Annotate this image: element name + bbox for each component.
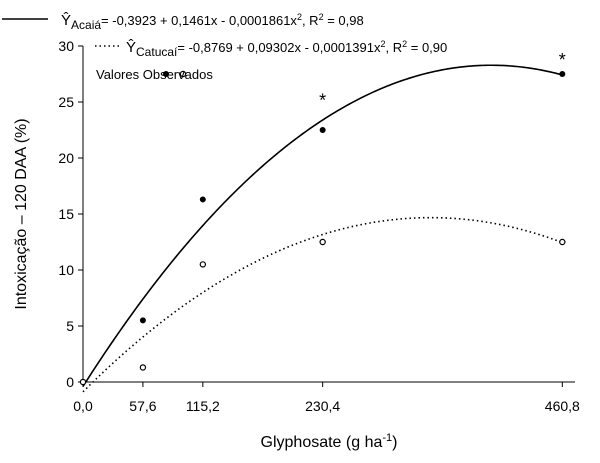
observed-label: Valores Observados — [96, 67, 213, 82]
x-axis-label-end: ) — [392, 434, 397, 451]
legend-label: ŶCatucaí= -0,8769 + 0,09302x - 0,0001391… — [126, 39, 447, 59]
observed-marker — [179, 70, 187, 78]
data-point — [319, 238, 326, 246]
y-tick-label: 30 — [58, 38, 74, 54]
legend-yhat: Ŷ — [61, 12, 71, 29]
y-tick-label: 10 — [58, 262, 74, 278]
x-tick-label: 230,4 — [305, 398, 340, 414]
y-tick-label: 5 — [66, 318, 74, 334]
data-point — [559, 238, 566, 246]
legend-sup: 2 — [380, 39, 385, 49]
y-tick-label: 20 — [58, 150, 74, 166]
data-point — [199, 261, 207, 268]
x-tick-label: 115,2 — [186, 398, 220, 414]
legend-text: , R — [302, 13, 319, 28]
y-tick-label: 0 — [66, 374, 74, 390]
legend-label: ŶAcaiá= -0,3923 + 0,1461x - 0,0001861x2,… — [61, 12, 364, 32]
annotation: * — [319, 91, 326, 111]
y-tick-label: 25 — [58, 94, 74, 110]
legend-sub: Catucaí — [136, 45, 178, 59]
data-point — [139, 364, 147, 371]
x-tick-label: 0,0 — [73, 398, 93, 414]
x-axis-label: Glyphosate (g ha-1) — [261, 432, 398, 451]
data-point — [199, 196, 206, 203]
y-tick-label: 15 — [58, 206, 74, 222]
legend-sup: 2 — [402, 39, 407, 49]
data-point — [559, 71, 566, 77]
x-axis-label-text: Glyphosate (g ha — [261, 434, 383, 451]
x-tick-label: 57,6 — [129, 398, 156, 414]
legend-text: = -0,8769 + 0,09302x - 0,0001391x — [177, 40, 381, 55]
data-point — [139, 317, 146, 324]
fit-curve — [82, 216, 563, 393]
data-point — [79, 378, 87, 386]
annotation: * — [559, 50, 566, 70]
data-point — [319, 127, 326, 133]
legend-sub: Acaiá — [71, 18, 101, 32]
x-tick-label: 460,8 — [545, 398, 580, 414]
legend-text: , R — [386, 40, 403, 55]
x-axis-label-sup: -1 — [382, 432, 392, 444]
observed-marker — [163, 71, 169, 77]
legend-sup: 2 — [297, 12, 302, 22]
legend-text: = -0,3923 + 0,1461x - 0,0001861x — [101, 13, 297, 28]
legend-text: = 0,90 — [407, 40, 447, 55]
fit-curve — [82, 64, 563, 387]
y-axis-label: Intoxicação – 120 DAA (%) — [13, 118, 30, 309]
legend-yhat: Ŷ — [126, 39, 136, 56]
legend-text: = 0,98 — [324, 13, 364, 28]
legend-sup: 2 — [319, 12, 324, 22]
